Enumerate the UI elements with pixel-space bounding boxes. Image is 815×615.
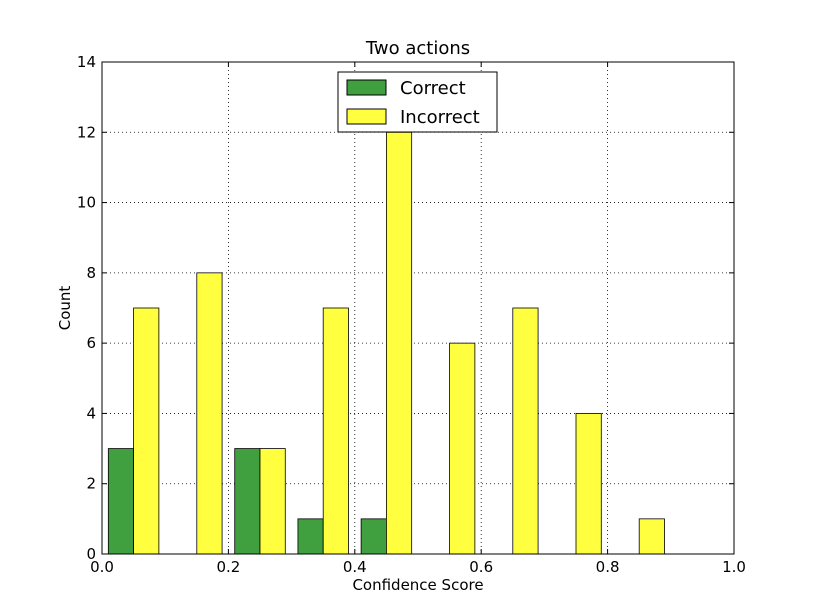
legend-label-correct: Correct: [400, 78, 466, 99]
legend: Correct Incorrect: [337, 71, 498, 133]
x-tick-label: 0.4: [343, 558, 367, 576]
bar-incorrect-3: [322, 307, 349, 555]
bar-incorrect-6: [512, 307, 539, 555]
x-tick-label: 1.0: [722, 558, 746, 576]
bar-incorrect-5: [449, 342, 476, 555]
bar-correct-4: [360, 518, 387, 555]
legend-swatch-correct: [346, 79, 387, 96]
legend-label-incorrect: Incorrect: [400, 107, 480, 128]
bar-correct-3: [297, 518, 324, 555]
bar-incorrect-1: [196, 272, 223, 555]
y-tick-label: 6: [86, 334, 96, 352]
bars-group: [107, 131, 665, 555]
x-tick-label: 0.2: [216, 558, 240, 576]
y-tick-label: 2: [86, 475, 96, 493]
y-tick-label: 8: [86, 264, 96, 282]
bar-correct-0: [107, 448, 135, 555]
y-tick-label: 0: [86, 545, 96, 563]
bar-correct-2: [234, 448, 261, 555]
x-axis-label: Confidence Score: [352, 576, 483, 594]
y-tick-label: 14: [77, 53, 96, 71]
x-tick-label: 0.8: [596, 558, 620, 576]
y-axis-label: Count: [56, 286, 74, 331]
x-tick-label: 0.6: [469, 558, 493, 576]
plot-frame: [101, 61, 735, 555]
bar-incorrect-7: [575, 413, 602, 555]
bar-incorrect-0: [133, 307, 160, 555]
y-tick-label: 10: [77, 194, 96, 212]
legend-swatch-incorrect: [346, 108, 387, 125]
y-tick-label: 4: [86, 404, 96, 422]
chart-title: Two actions: [365, 38, 470, 59]
y-tick-label: 12: [77, 123, 96, 141]
axis-ticks: 0.0 0.2 0.4 0.6 0.8 1.0 0 2 4 6 8 10 12 14: [77, 53, 746, 576]
bar-incorrect-4: [385, 131, 413, 555]
bar-incorrect-2: [259, 448, 286, 555]
x-tick-label: 0.0: [90, 558, 114, 576]
bar-incorrect-8: [638, 518, 665, 555]
